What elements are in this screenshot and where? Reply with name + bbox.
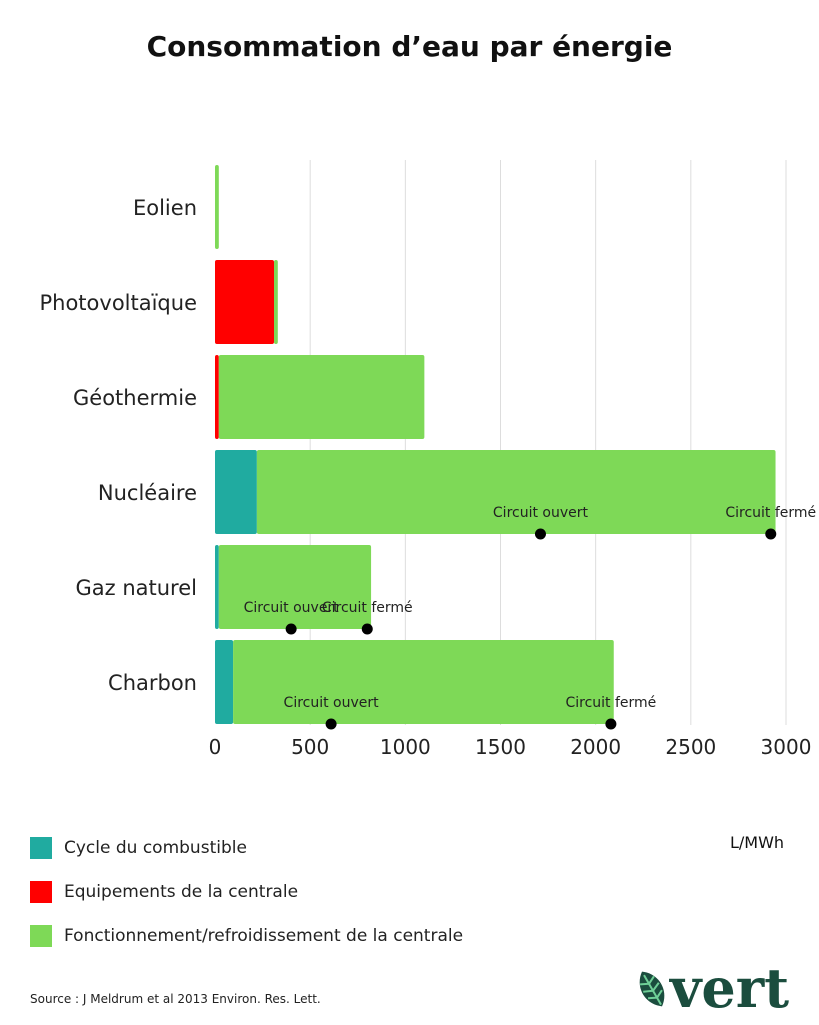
category-label-geothermie: Géothermie (73, 386, 197, 410)
legend-item-equipment: Equipements de la centrale (30, 881, 463, 903)
bar-nucleaire-fonctionnement-refroidissement-de-la-centrale (256, 450, 776, 534)
bar-gaz-naturel-cycle-du-combustible (215, 545, 219, 629)
unit-label: L/MWh (730, 833, 785, 852)
legend-label: Cycle du combustible (64, 838, 247, 858)
category-label-gaz-naturel: Gaz naturel (76, 576, 198, 600)
category-label-photovoltaique: Photovoltaïque (39, 291, 197, 315)
legend-swatch-fuel-cycle (30, 837, 52, 859)
x-tick-label: 1000 (380, 735, 431, 759)
bar-photovoltaique-equipements-de-la-centrale (215, 260, 275, 344)
source-note: Source : J Meldrum et al 2013 Environ. R… (30, 992, 321, 1006)
legend-label: Equipements de la centrale (64, 882, 299, 902)
x-tick-labels: 0 500 1000 1500 2000 2500 3000 (209, 735, 812, 759)
x-tick-label: 2000 (570, 735, 621, 759)
annotation-marker (361, 623, 373, 635)
annotation-label: Circuit fermé (725, 505, 816, 521)
x-tick-label: 2500 (665, 735, 716, 759)
leaf-icon: vert (639, 956, 789, 1020)
logo-text: vert (669, 956, 789, 1020)
bar-gaz-naturel-fonctionnement-refroidissement-de-la-centrale (218, 545, 372, 629)
annotation-marker (325, 718, 337, 730)
bar-geothermie-equipements-de-la-centrale (215, 355, 219, 439)
annotation-marker (605, 718, 617, 730)
legend-item-operation: Fonctionnement/refroidissement de la cen… (30, 925, 463, 947)
legend-label: Fonctionnement/refroidissement de la cen… (64, 926, 464, 946)
annotation-label: Circuit ouvert (284, 695, 380, 711)
annotation-marker (534, 528, 546, 540)
x-tick-label: 3000 (761, 735, 812, 759)
legend-swatch-equipment (30, 881, 52, 903)
annotation-label: Circuit ouvert (493, 505, 589, 521)
category-label-charbon: Charbon (108, 671, 197, 695)
bar-photovoltaique-fonctionnement-refroidissement-de-la-centrale (274, 260, 278, 344)
x-tick-label: 0 (209, 735, 222, 759)
legend-item-fuel-cycle: Cycle du combustible (30, 837, 463, 859)
chart-title: Consommation d’eau par énergie (146, 30, 673, 63)
bars (215, 165, 776, 724)
bar-charbon-cycle-du-combustible (215, 640, 234, 724)
annotation-label: Circuit fermé (322, 600, 413, 616)
category-labels: Eolien Photovoltaïque Géothermie Nucléaire G… (39, 196, 197, 695)
annotation-marker (765, 528, 777, 540)
legend: Cycle du combustible Equipements de la c… (30, 837, 463, 969)
bar-nucleaire-cycle-du-combustible (215, 450, 257, 534)
category-label-eolien: Eolien (133, 196, 197, 220)
annotation-label: Circuit fermé (565, 695, 656, 711)
vert-logo: vert (636, 955, 816, 1020)
grid-lines (309, 160, 787, 725)
category-label-nucleaire: Nucléaire (98, 481, 197, 505)
bar-eolien-fonctionnement-refroidissement-de-la-centrale (215, 165, 219, 249)
legend-swatch-operation (30, 925, 52, 947)
annotation-label: Circuit ouvert (244, 600, 340, 616)
x-tick-label: 500 (291, 735, 329, 759)
bar-charbon-fonctionnement-refroidissement-de-la-centrale (233, 640, 614, 724)
x-tick-label: 1500 (475, 735, 526, 759)
bar-geothermie-fonctionnement-refroidissement-de-la-centrale (218, 355, 425, 439)
annotation-marker (285, 623, 297, 635)
